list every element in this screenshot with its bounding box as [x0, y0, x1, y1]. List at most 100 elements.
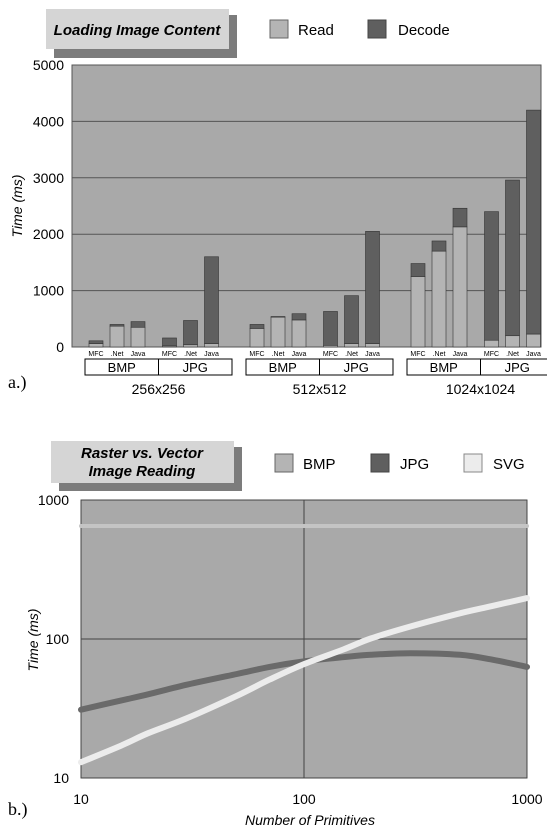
y-tick-label: 10	[53, 770, 69, 786]
bar-read	[204, 343, 219, 348]
format-label: JPG	[505, 360, 530, 375]
bar-read	[270, 316, 286, 348]
bar-read	[410, 276, 426, 348]
chart-b-panel-label: b.)	[8, 799, 28, 820]
bar-decode	[484, 211, 499, 341]
bar-read	[505, 335, 520, 348]
format-label: BMP	[108, 360, 136, 375]
bar-read	[109, 325, 125, 348]
bar-decode	[365, 231, 380, 344]
format-box	[158, 358, 233, 376]
format-label: JPG	[183, 360, 208, 375]
x-tick-label: 10	[73, 791, 89, 807]
y-tick-label: 0	[56, 339, 64, 355]
chart-a-category-labels: MFC .Net Java BMP MFC .Net Java JPG 256x256 MFC .N…	[84, 351, 547, 397]
bar-lib-label: .Net	[184, 351, 197, 358]
format-label: BMP	[269, 360, 297, 375]
x-tick-label: 100	[292, 791, 316, 807]
legend-label-jpg: JPG	[400, 456, 429, 473]
chart-b-y-label: Time (ms)	[25, 609, 41, 672]
chart-a-y-label: Time (ms)	[9, 175, 25, 238]
legend-swatch-jpg	[370, 453, 390, 473]
bar-lib-label: Java	[526, 351, 541, 358]
chart-b-title-line2: Image Reading	[89, 463, 196, 480]
chart-b-title-box	[51, 441, 234, 483]
y-tick-label: 1000	[38, 492, 69, 508]
bar-decode	[88, 340, 104, 344]
bar-lib-label: MFC	[88, 351, 103, 358]
bar-lib-label: Java	[365, 351, 380, 358]
bar-decode	[344, 295, 359, 344]
legend-swatch-bmp	[274, 453, 294, 473]
chart-b-lines	[78, 524, 530, 766]
bar-decode	[431, 240, 447, 252]
chart-b-title-line1: Raster vs. Vector	[81, 445, 204, 462]
group-label: 256x256	[132, 381, 186, 397]
bar-lib-label: .Net	[272, 351, 285, 358]
chart-a: Loading Image Content Read Decode 0 1000 2…	[8, 9, 547, 397]
bar-read	[183, 344, 198, 348]
bar-decode	[291, 313, 307, 321]
bar-read	[484, 339, 499, 348]
line-svg	[78, 595, 530, 766]
bar-decode	[505, 179, 520, 337]
bar-decode	[323, 311, 338, 346]
legend-label-bmp: BMP	[303, 456, 336, 473]
bar-decode	[109, 324, 125, 327]
bar-decode	[526, 109, 541, 335]
bar-read	[249, 328, 265, 348]
bar-read	[88, 343, 104, 348]
bar-decode	[452, 207, 468, 228]
legend-swatch-svg	[463, 453, 483, 473]
format-box	[319, 358, 394, 376]
bar-decode	[270, 316, 286, 318]
bar-read	[291, 319, 307, 348]
y-tick-label: 5000	[33, 57, 64, 73]
chart-a-panel-label: a.)	[8, 372, 26, 393]
chart-a-title-box	[46, 9, 229, 49]
bar-lib-label: .Net	[433, 351, 446, 358]
bar-read	[452, 226, 468, 348]
bar-decode	[183, 320, 198, 346]
bar-read	[365, 343, 380, 348]
y-tick-label: 4000	[33, 113, 64, 129]
legend-label-decode: Decode	[398, 22, 450, 39]
bar-decode	[249, 324, 265, 329]
chart-a-bars	[88, 109, 541, 348]
y-tick-label: 1000	[33, 283, 64, 299]
bar-read	[526, 333, 541, 348]
bar-lib-label: Java	[204, 351, 219, 358]
legend-swatch-read	[269, 19, 289, 39]
format-box	[480, 358, 547, 376]
group-label: 1024x1024	[446, 381, 516, 397]
chart-a-plot-area	[71, 64, 542, 348]
legend-label-read: Read	[298, 22, 334, 39]
bar-lib-label: Java	[292, 351, 307, 358]
group-label: 512x512	[293, 381, 347, 397]
y-tick-label: 100	[46, 631, 70, 647]
bar-decode	[162, 337, 177, 347]
bar-lib-label: Java	[131, 351, 146, 358]
bar-lib-label: MFC	[323, 351, 338, 358]
bar-decode	[204, 256, 219, 344]
bar-lib-label: .Net	[345, 351, 358, 358]
bar-lib-label: MFC	[484, 351, 499, 358]
bar-lib-label: MFC	[410, 351, 425, 358]
format-label: JPG	[344, 360, 369, 375]
bar-lib-label: .Net	[111, 351, 124, 358]
bar-read	[431, 250, 447, 348]
format-label: BMP	[430, 360, 458, 375]
y-tick-label: 3000	[33, 170, 64, 186]
bar-read	[344, 343, 359, 348]
chart-b-ticks: 10 100 1000 10 100 1000	[38, 492, 543, 807]
bar-decode	[130, 321, 146, 328]
bar-lib-label: MFC	[249, 351, 264, 358]
chart-a-title: Loading Image Content	[54, 22, 222, 39]
chart-a-y-ticks: 0 1000 2000 3000 4000 5000	[33, 57, 64, 355]
bar-decode	[410, 263, 426, 277]
chart-b-x-label: Number of Primitives	[245, 812, 375, 828]
chart-b-gridlines	[80, 499, 528, 779]
y-tick-label: 2000	[33, 226, 64, 242]
chart-b: Raster vs. Vector Image Reading BMP JPG …	[8, 441, 543, 828]
